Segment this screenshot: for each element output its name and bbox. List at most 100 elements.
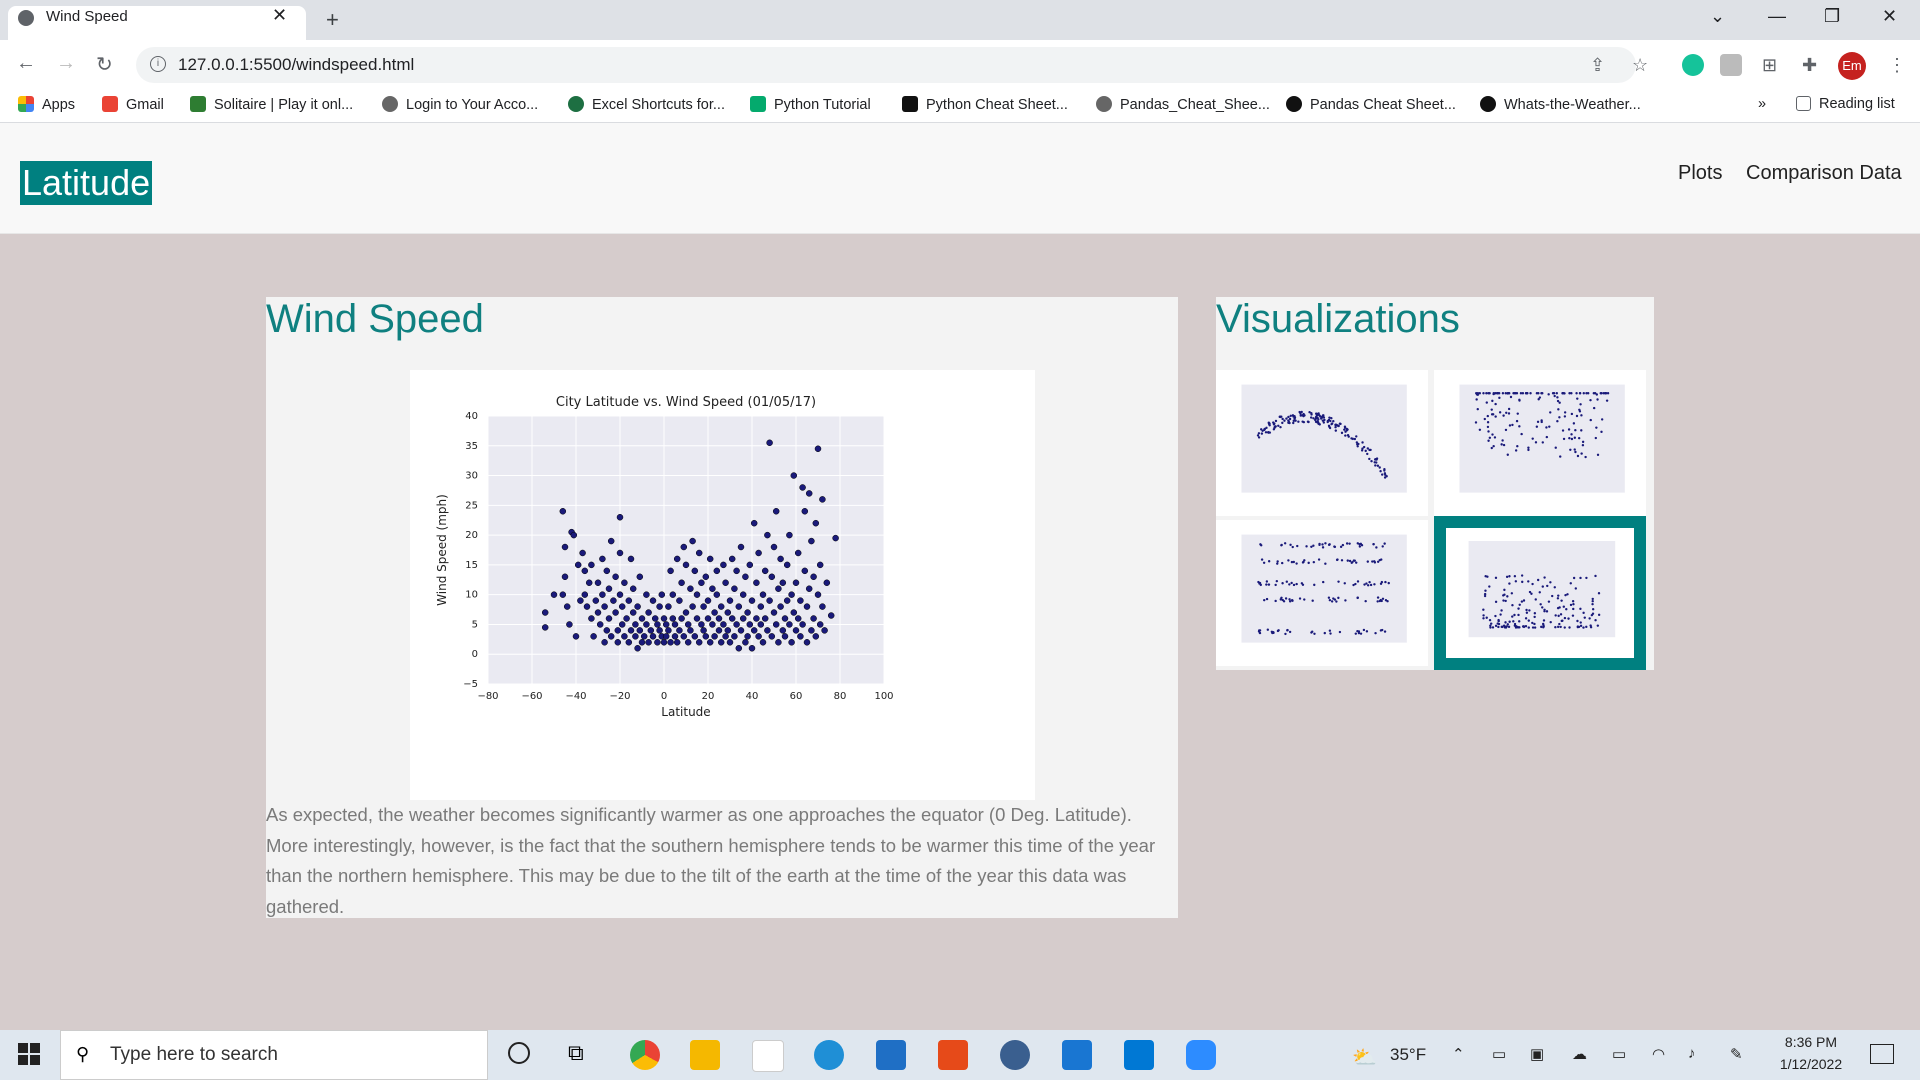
battery-icon[interactable]: ▭ [1612, 1046, 1627, 1063]
data-point [737, 543, 745, 551]
data-point [673, 639, 681, 646]
thumb-point [1280, 596, 1283, 600]
taskbar-search-placeholder[interactable]: Type here to search [110, 1044, 278, 1065]
thumb-point [1528, 609, 1531, 612]
data-point [632, 633, 639, 640]
plot-area [488, 416, 884, 684]
data-point [601, 603, 608, 610]
reading-list[interactable]: Reading list [1796, 96, 1895, 112]
x-tick-label: 20 [702, 691, 715, 702]
close-window-icon[interactable]: ✕ [1882, 6, 1898, 26]
nav-link-plots[interactable]: Plots [1678, 162, 1723, 184]
brand-link[interactable]: Latitude [20, 161, 153, 205]
amazon-icon[interactable] [752, 1040, 784, 1072]
bookmark-pandas-cheat-1[interactable]: Pandas_Cheat_Shee... [1096, 96, 1270, 113]
bookmark-apps[interactable]: Apps [18, 96, 75, 113]
star-icon[interactable]: ☆ [1632, 55, 1649, 75]
thumb-point [1487, 439, 1490, 442]
thumb-point [1494, 415, 1497, 418]
data-point [779, 627, 787, 634]
new-tab-icon[interactable]: + [326, 7, 339, 32]
extension-icon[interactable] [1720, 54, 1742, 76]
bookmark-login[interactable]: Login to Your Acco... [382, 96, 538, 113]
edge-icon[interactable] [814, 1040, 844, 1070]
clock-date[interactable]: 1/12/2022 [1779, 1056, 1843, 1072]
url-text[interactable]: 127.0.0.1:5500/windspeed.html [178, 55, 415, 74]
close-tab-icon[interactable]: ✕ [272, 5, 288, 25]
grid-extension-icon[interactable]: ⊞ [1762, 55, 1778, 75]
tab-search-icon[interactable]: ⌄ [1710, 6, 1726, 26]
grammarly-icon[interactable] [1682, 54, 1704, 76]
data-point [583, 603, 591, 610]
notifications-icon[interactable] [1870, 1044, 1894, 1064]
share-icon[interactable]: ⇪ [1590, 55, 1606, 75]
weather-temp[interactable]: 35°F [1390, 1045, 1427, 1064]
thumb-point [1520, 432, 1523, 436]
data-point [808, 627, 815, 634]
clock-time[interactable]: 8:36 PM [1784, 1034, 1838, 1050]
display-icon[interactable]: ▣ [1530, 1046, 1545, 1063]
address-bar[interactable] [136, 47, 1636, 83]
thumb-point [1265, 580, 1269, 583]
thumb-point [1595, 393, 1599, 396]
data-point [638, 639, 646, 646]
browser-tab[interactable] [8, 6, 306, 40]
back-icon[interactable]: ← [16, 52, 36, 74]
thumb-point [1585, 392, 1588, 395]
bookmark-python-tutorial[interactable]: Python Tutorial [750, 96, 871, 113]
taskbar-search[interactable] [60, 1030, 488, 1080]
data-point [649, 633, 657, 640]
bookmark-excel[interactable]: Excel Shortcuts for... [568, 96, 725, 113]
data-point [618, 621, 626, 628]
thumb-point [1478, 428, 1482, 431]
thumb-point [1266, 431, 1270, 434]
bookmark-gmail[interactable]: Gmail [102, 96, 164, 113]
nav-link-comparison-data[interactable]: Comparison Data [1746, 162, 1902, 184]
mail-icon[interactable] [876, 1040, 906, 1070]
vscode-icon[interactable] [1124, 1040, 1154, 1070]
data-point [592, 597, 600, 604]
snip-icon[interactable] [1062, 1040, 1092, 1070]
meet-now-icon[interactable]: ▭ [1492, 1046, 1507, 1063]
reload-icon[interactable]: ↻ [96, 54, 113, 76]
w3-icon [750, 96, 766, 112]
task-view-icon[interactable]: ⧉ [568, 1040, 584, 1065]
humidity-thumb[interactable] [1434, 370, 1646, 516]
chrome-app-icon[interactable] [630, 1040, 660, 1070]
max-temp-thumb[interactable] [1216, 370, 1428, 516]
bookmark-pandas-cheat-2[interactable]: Pandas Cheat Sheet... [1286, 96, 1456, 113]
cortana-icon[interactable] [508, 1042, 530, 1064]
office-icon[interactable] [938, 1040, 968, 1070]
bookmarks-overflow[interactable]: » [1758, 96, 1767, 112]
info-icon[interactable]: i [150, 56, 166, 72]
minimize-icon[interactable]: — [1768, 6, 1786, 26]
menu-kebab-icon[interactable]: ⋮ [1888, 55, 1906, 75]
zoom-icon[interactable] [1186, 1040, 1216, 1070]
data-point [607, 633, 615, 640]
postgres-icon[interactable] [1000, 1040, 1030, 1070]
data-point [585, 579, 593, 587]
bookmark-solitaire[interactable]: Solitaire | Play it onl... [190, 96, 353, 113]
thumb-point [1276, 562, 1279, 565]
thumb-point [1322, 421, 1326, 424]
forward-icon[interactable]: → [56, 52, 76, 74]
file-explorer-icon[interactable] [690, 1040, 720, 1070]
bookmark-weather[interactable]: Whats-the-Weather... [1480, 96, 1641, 113]
volume-icon[interactable]: ♪ [1688, 1045, 1696, 1062]
onedrive-icon[interactable]: ☁ [1572, 1046, 1587, 1063]
puzzle-icon[interactable]: ✚ [1802, 55, 1818, 75]
thumb-point [1356, 443, 1359, 446]
thumb-point [1556, 625, 1560, 629]
windows-start-icon[interactable] [18, 1043, 40, 1065]
restore-icon[interactable]: ❐ [1824, 6, 1841, 26]
weather-icon[interactable]: ⛅ [1352, 1047, 1377, 1069]
profile-avatar[interactable]: Em [1838, 52, 1866, 80]
cloudiness-thumb[interactable] [1216, 520, 1428, 666]
pen-icon[interactable]: ✎ [1730, 1046, 1743, 1063]
wifi-icon[interactable]: ◠ [1652, 1046, 1666, 1063]
tray-chevron-icon[interactable]: ⌃ [1452, 1046, 1465, 1063]
thumb-point [1596, 453, 1600, 457]
wind-speed-thumb[interactable] [1434, 516, 1646, 670]
bookmark-python-cheat[interactable]: Python Cheat Sheet... [902, 96, 1068, 113]
thumb-point [1502, 443, 1506, 447]
